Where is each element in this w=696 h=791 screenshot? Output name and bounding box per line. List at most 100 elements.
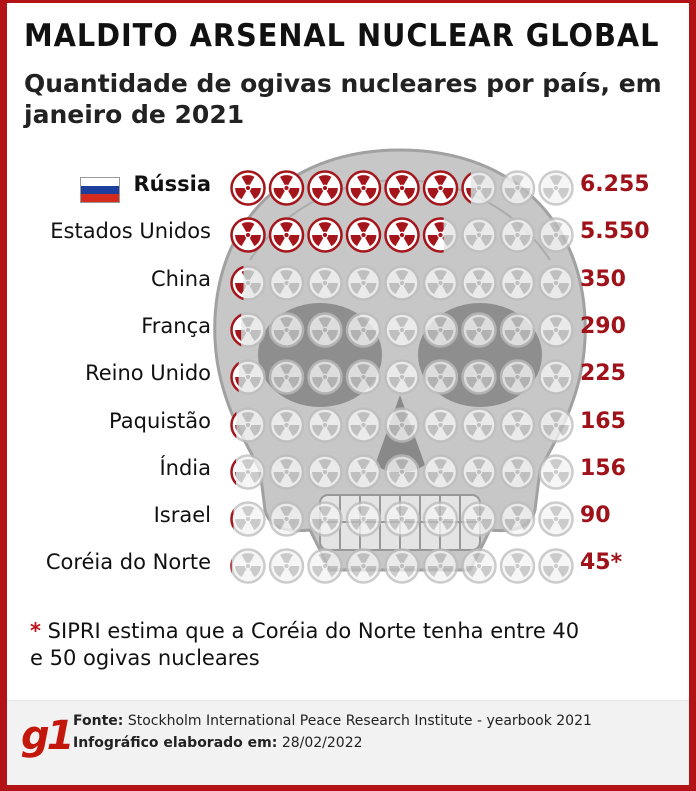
radiation-icon [345,264,382,301]
radiation-icon [538,217,574,254]
tick-label: Coréia do Norte [45,550,211,575]
radiation-icon [307,548,343,585]
radiation-icon [230,501,266,537]
radiation-icon [422,406,459,443]
tick-label: Paquistão [109,408,211,433]
radiation-icon [422,501,459,537]
radiation-icon-filled [230,411,237,438]
radiation-icon [461,548,497,585]
radiation-icon-filled [384,217,420,254]
radiation-icon-filled [422,217,444,254]
chart-title: MALDITO ARSENAL NUCLEAR GLOBAL [24,18,660,54]
radiation-icon [384,454,420,490]
radiation-icon [538,170,574,206]
radiation-icon-filled [230,217,266,254]
bar-icons [230,501,574,537]
radiation-icon [384,406,420,443]
radiation-icon [268,312,305,348]
tick-label: França [141,313,211,338]
data-label: 156 [580,455,626,481]
radiation-icon-filled [307,217,343,254]
radiation-icon [538,264,574,301]
radiation-icon [461,359,497,395]
radiation-icon [307,406,343,443]
radiation-icon [499,501,536,537]
data-label: 45* [580,550,623,576]
chart-row: Índia 156 [0,452,696,492]
footnote: * SIPRI estima que a Coréia do Norte ten… [30,618,590,672]
g1-logo: g1 [21,713,74,759]
radiation-icon [538,406,574,443]
radiation-icon [538,548,574,585]
data-label: 165 [580,408,626,434]
chart-row: Reino Unido 225 [0,357,696,397]
radiation-icon [384,264,420,301]
footer: g1 Fonte: Stockholm International Peace … [7,700,689,785]
date-text: 28/02/2022 [281,735,363,751]
radiation-icon-filled [268,170,305,206]
radiation-icon-filled [230,170,266,206]
chart-row: França 290 [0,310,696,350]
radiation-icon [461,454,497,490]
radiation-icon [499,359,536,395]
bar-icons [230,359,574,395]
radiation-icon [461,217,497,254]
data-label: 5.550 [580,219,650,245]
radiation-icon [345,406,382,443]
radiation-icon-filled [345,217,382,254]
radiation-icon-filled [230,508,234,530]
radiation-icon [307,359,343,395]
chart-row: Coréia do Norte 45* [0,546,696,586]
data-label: 6.255 [580,172,650,197]
radiation-icon [307,454,343,490]
chart-row: Paquistão 165 [0,405,696,445]
radiation-icon [499,170,536,206]
date-line: Infográfico elaborado em: 28/02/2022 [73,735,363,751]
radiation-icon [422,548,459,585]
radiation-icon [422,264,459,301]
radiation-icon [307,312,343,348]
radiation-icon-filled [230,458,237,485]
bar-icons [230,217,574,254]
radiation-icon [538,454,574,490]
radiation-icon [461,264,497,301]
source-text: Stockholm International Peace Research I… [127,713,592,729]
bar-icons [230,548,574,585]
radiation-icon [268,406,305,443]
radiation-icon-filled [230,559,232,574]
date-label: Infográfico elaborado em: [73,735,278,751]
data-label: 90 [580,503,611,529]
radiation-icon [230,359,266,395]
radiation-icon [461,501,497,537]
tick-label: China [151,266,211,291]
radiation-icon [345,359,382,395]
source-line: Fonte: Stockholm International Peace Res… [73,713,592,729]
radiation-icon-filled [230,362,239,393]
radiation-icon [268,501,305,537]
radiation-icon-filled [345,170,382,206]
radiation-icon [422,359,459,395]
radiation-icon [499,548,536,585]
radiation-icon [268,548,305,585]
bar-icons [230,264,574,301]
radiation-icon-filled [230,265,244,300]
radiation-icon [345,312,382,348]
radiation-icon [461,312,497,348]
radiation-icon-filled [461,172,471,204]
radiation-icon [499,217,536,254]
tick-label: Israel [153,503,211,528]
chart-row: Israel 90 [0,499,696,539]
tick-label: Rússia [133,172,212,196]
radiation-icon-filled [307,170,343,206]
radiation-icon [384,548,420,585]
data-label: 290 [580,313,626,339]
radiation-icon [230,406,266,443]
radiation-icon [538,501,574,537]
radiation-icon [499,406,536,443]
radiation-icon [422,312,459,348]
bar-icons [230,454,574,490]
radiation-icon [384,501,420,537]
radiation-icon [499,454,536,490]
radiation-icon [307,501,343,537]
footnote-text: SIPRI estima que a Coréia do Norte tenha… [30,619,580,670]
